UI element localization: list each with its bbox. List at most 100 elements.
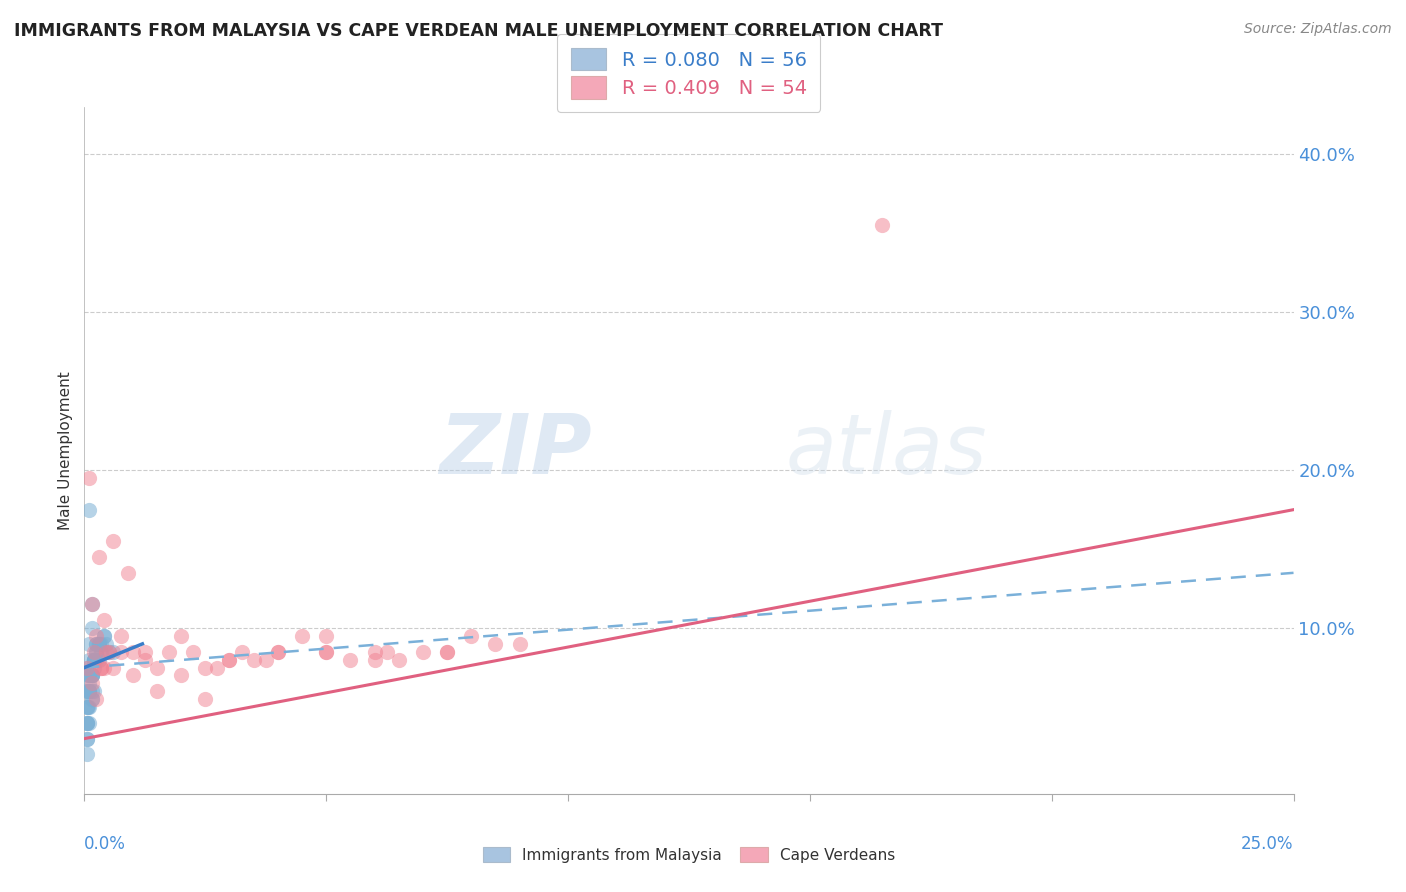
Point <box>76 684 98 698</box>
Point <box>80 668 103 682</box>
Point <box>77 700 100 714</box>
Point <box>87 653 110 667</box>
Point <box>207 660 229 674</box>
Point <box>460 629 482 643</box>
Point <box>76 747 98 762</box>
Point <box>339 653 361 667</box>
Point <box>80 598 103 612</box>
Point <box>77 684 100 698</box>
Point <box>363 645 385 659</box>
Point <box>194 692 217 706</box>
Point <box>80 621 103 635</box>
Point <box>77 471 100 485</box>
Point <box>86 637 108 651</box>
Point <box>412 645 434 659</box>
Point <box>80 684 103 698</box>
Point <box>181 645 204 659</box>
Point <box>80 692 103 706</box>
Point <box>90 660 112 674</box>
Point <box>93 660 115 674</box>
Point <box>110 629 132 643</box>
Point <box>76 731 98 746</box>
Point <box>77 700 100 714</box>
Point <box>76 684 98 698</box>
Point <box>315 629 337 643</box>
Point <box>77 668 100 682</box>
Point <box>83 653 105 667</box>
Point <box>80 598 103 612</box>
Point <box>77 668 100 682</box>
Point <box>146 660 169 674</box>
Point <box>77 715 100 730</box>
Point <box>93 629 115 643</box>
Point <box>436 645 458 659</box>
Point <box>86 637 108 651</box>
Text: IMMIGRANTS FROM MALAYSIA VS CAPE VERDEAN MALE UNEMPLOYMENT CORRELATION CHART: IMMIGRANTS FROM MALAYSIA VS CAPE VERDEAN… <box>14 22 943 40</box>
Point <box>254 653 277 667</box>
Text: ZIP: ZIP <box>440 410 592 491</box>
Point <box>134 653 156 667</box>
Point <box>76 715 98 730</box>
Text: Source: ZipAtlas.com: Source: ZipAtlas.com <box>1244 22 1392 37</box>
Point <box>80 668 103 682</box>
Point <box>170 668 193 682</box>
Point <box>86 629 108 643</box>
Point <box>77 684 100 698</box>
Point <box>86 645 108 659</box>
Point <box>83 653 105 667</box>
Point <box>86 692 108 706</box>
Point <box>242 653 264 667</box>
Point <box>90 645 112 659</box>
Point <box>103 534 125 549</box>
Point <box>80 676 103 690</box>
Point <box>157 645 180 659</box>
Point <box>77 637 100 651</box>
Point <box>436 645 458 659</box>
Point <box>83 653 105 667</box>
Point <box>80 668 103 682</box>
Point <box>76 700 98 714</box>
Text: atlas: atlas <box>786 410 987 491</box>
Point <box>121 645 143 659</box>
Point <box>218 653 240 667</box>
Point <box>267 645 290 659</box>
Point <box>267 645 290 659</box>
Point <box>80 692 103 706</box>
Point <box>87 549 110 564</box>
Point <box>90 637 112 651</box>
Point <box>315 645 337 659</box>
Y-axis label: Male Unemployment: Male Unemployment <box>58 371 73 530</box>
Point <box>83 653 105 667</box>
Point <box>146 684 169 698</box>
Point <box>87 637 110 651</box>
Point <box>76 715 98 730</box>
Point <box>218 653 240 667</box>
Point <box>363 653 385 667</box>
Point <box>77 502 100 516</box>
Point <box>94 645 117 659</box>
Point <box>77 676 100 690</box>
Point <box>93 629 115 643</box>
Point <box>93 613 115 627</box>
Point <box>121 668 143 682</box>
Text: 25.0%: 25.0% <box>1241 835 1294 853</box>
Point <box>872 219 894 233</box>
Point <box>110 645 132 659</box>
Point <box>87 637 110 651</box>
Point <box>76 700 98 714</box>
Point <box>80 668 103 682</box>
Point <box>86 645 108 659</box>
Point <box>76 731 98 746</box>
Legend: Immigrants from Malaysia, Cape Verdeans: Immigrants from Malaysia, Cape Verdeans <box>477 840 901 869</box>
Point <box>97 645 120 659</box>
Point <box>83 653 105 667</box>
Point <box>83 660 105 674</box>
Point <box>388 653 411 667</box>
Point <box>76 660 98 674</box>
Point <box>87 637 110 651</box>
Point <box>77 653 100 667</box>
Point <box>77 684 100 698</box>
Point <box>77 668 100 682</box>
Point <box>194 660 217 674</box>
Point <box>90 660 112 674</box>
